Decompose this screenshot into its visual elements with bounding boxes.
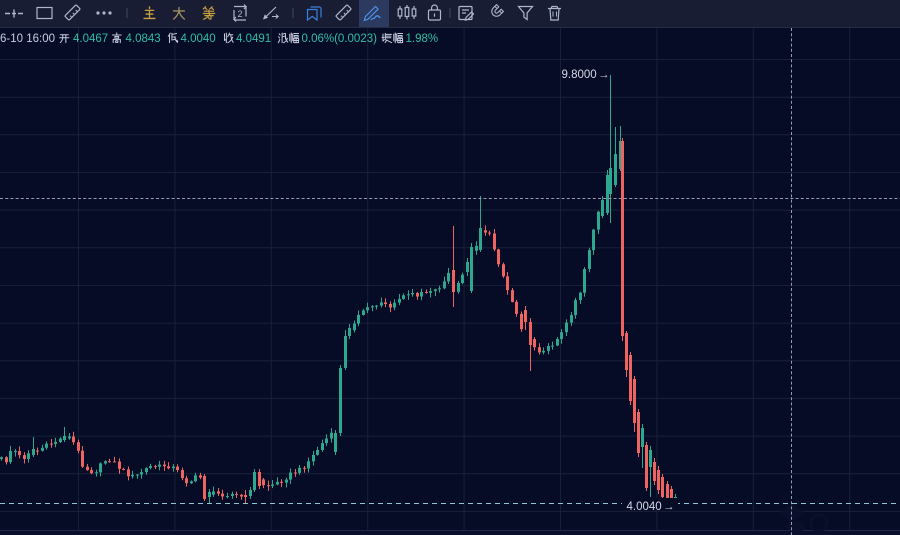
svg-text:4.0467: 4.0467 <box>73 33 108 45</box>
svg-text:→: → <box>598 69 610 81</box>
svg-text:9.8000: 9.8000 <box>562 69 597 81</box>
svg-text:2: 2 <box>237 9 242 19</box>
svg-text:4.0843: 4.0843 <box>126 33 161 45</box>
svg-text:0.06%(0.0023): 0.06%(0.0023) <box>302 33 378 45</box>
svg-text:4.0491: 4.0491 <box>236 33 271 45</box>
svg-text:1.98%: 1.98% <box>406 33 439 45</box>
svg-text:→: → <box>663 501 675 513</box>
svg-text:4.0040: 4.0040 <box>181 33 216 45</box>
svg-text:6-10 16:00: 6-10 16:00 <box>0 33 55 45</box>
svg-text:4.0040: 4.0040 <box>627 501 662 513</box>
